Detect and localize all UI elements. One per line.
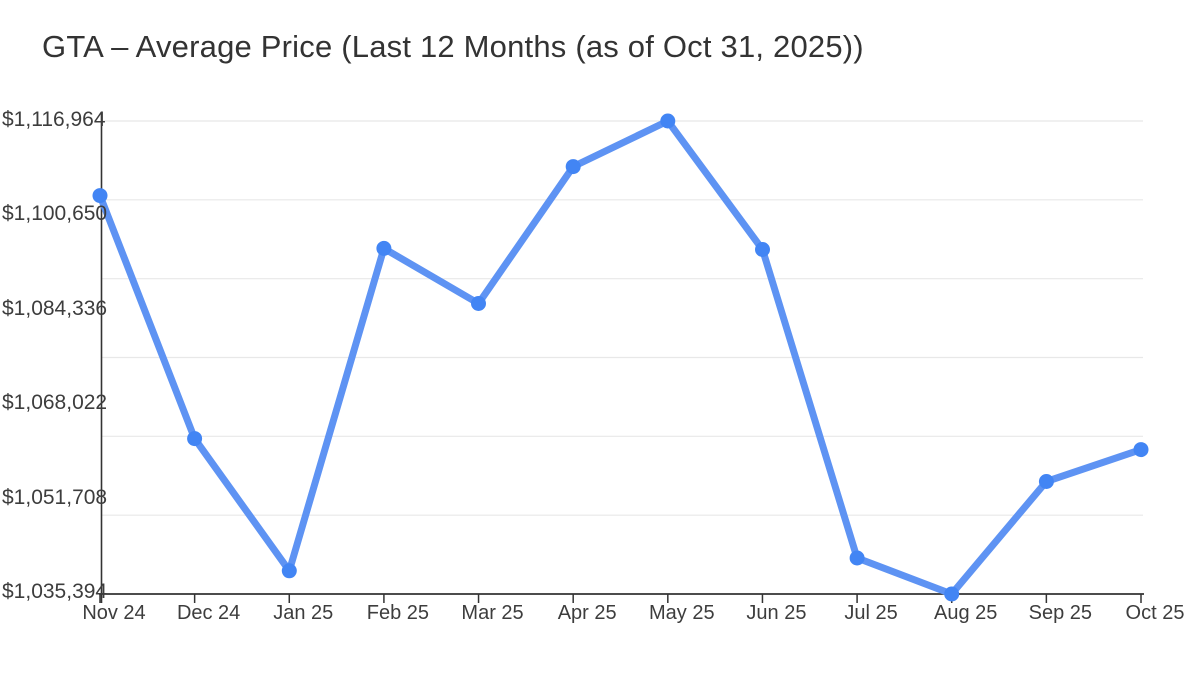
data-point-marker — [944, 586, 960, 602]
x-axis-label: Jun 25 — [746, 602, 807, 624]
data-point-marker — [1133, 442, 1149, 458]
data-point-marker — [187, 431, 203, 447]
data-point-marker — [471, 296, 486, 311]
x-axis-label: Jan 25 — [273, 602, 334, 624]
data-point-marker — [565, 159, 581, 175]
x-axis-label: Dec 24 — [176, 602, 241, 624]
y-axis-label: $1,100,650 — [2, 202, 108, 226]
x-axis-label: Oct 25 — [1125, 602, 1185, 624]
x-axis-label: May 25 — [649, 602, 715, 624]
y-axis-label: $1,116,964 — [2, 108, 106, 131]
data-point-marker — [849, 550, 865, 566]
y-axis-label: $1,035,394 — [2, 580, 108, 603]
y-axis-label: $1,051,708 — [2, 485, 108, 509]
y-axis-label: $1,084,336 — [2, 296, 108, 320]
data-point-marker — [92, 188, 108, 204]
data-point-marker — [1038, 474, 1054, 489]
price-line — [96, 117, 1145, 598]
data-point-marker — [755, 242, 770, 257]
data-point-marker — [376, 240, 392, 256]
x-axis-label: Nov 24 — [82, 602, 146, 624]
x-axis-label: Jul 25 — [844, 602, 898, 624]
x-axis-label: Apr 25 — [557, 602, 617, 624]
data-point-marker — [660, 113, 676, 129]
data-point-marker — [281, 563, 297, 579]
y-axis-label: $1,068,022 — [2, 391, 108, 415]
x-axis-label: Mar 25 — [461, 602, 524, 624]
x-axis-label: Aug 25 — [934, 602, 998, 624]
x-axis-label: Sep 25 — [1028, 602, 1093, 624]
chart-title: GTA – Average Price (Last 12 Months (as … — [42, 29, 864, 64]
x-axis-label: Feb 25 — [366, 602, 430, 624]
